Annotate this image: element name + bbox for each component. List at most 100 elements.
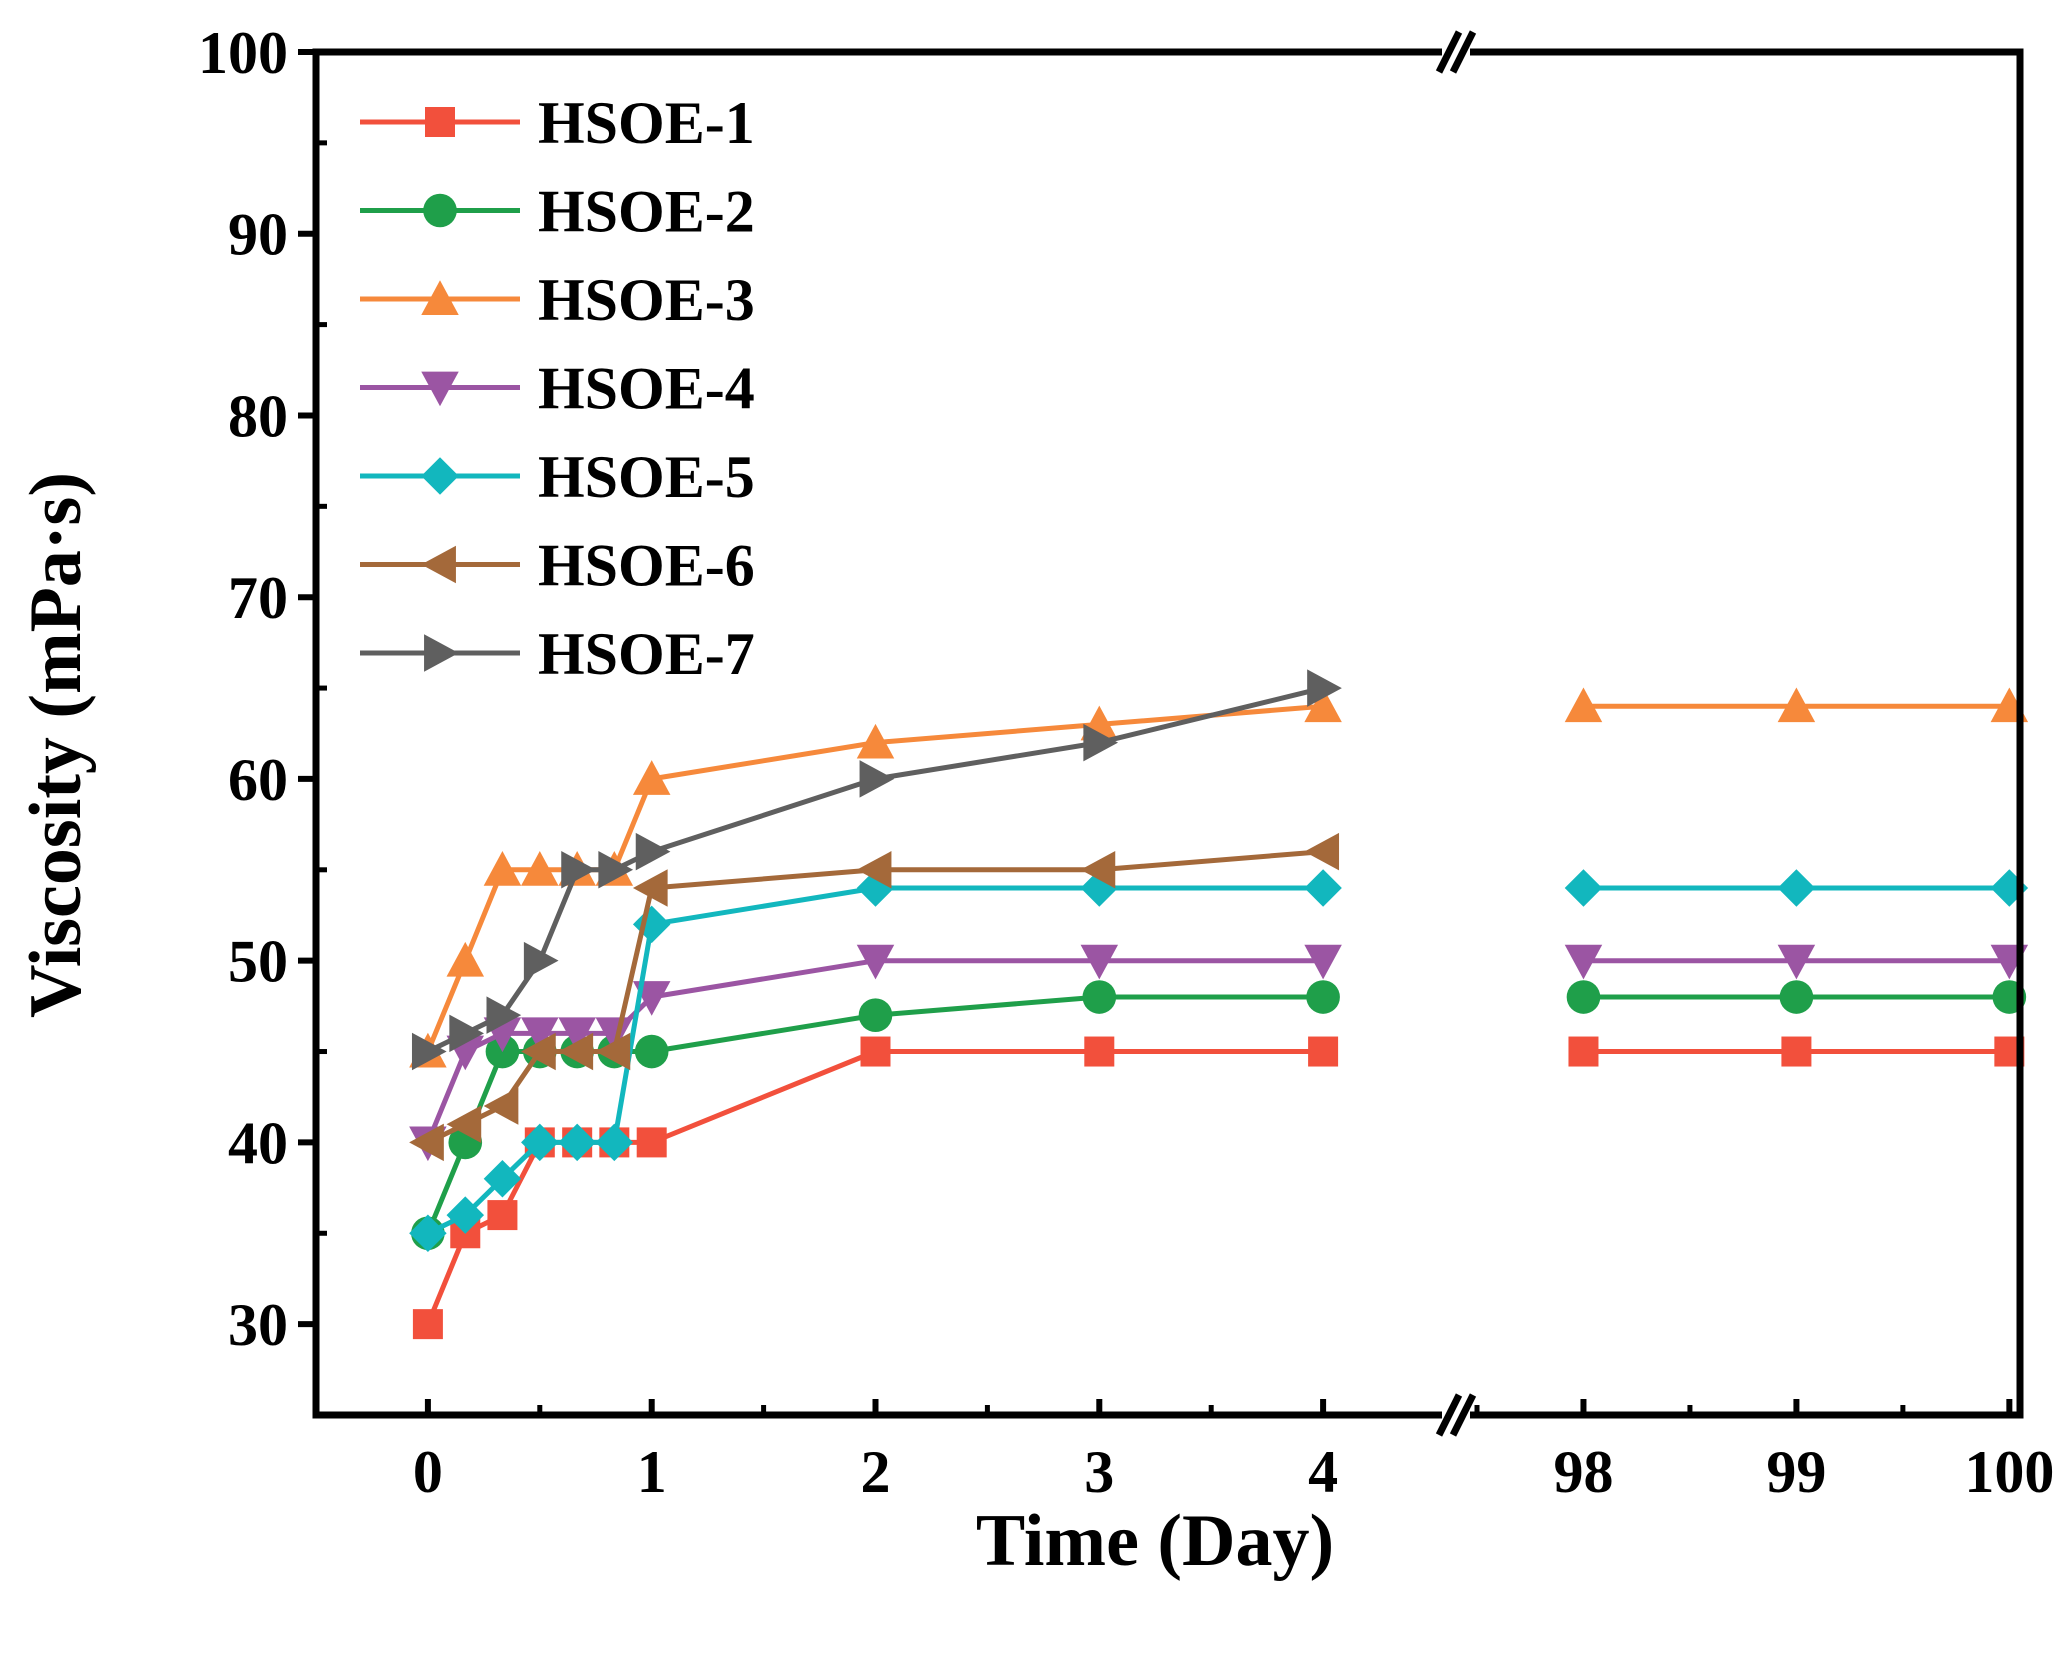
x-axis-label: Time (Day) xyxy=(976,1500,1334,1582)
legend-marker-hsoe-6 xyxy=(421,545,456,584)
y-tick-label-40: 40 xyxy=(228,1110,288,1176)
data-point-hsoe-3-7 xyxy=(856,723,895,759)
y-tick-label-60: 60 xyxy=(228,747,288,813)
legend-item-hsoe-6: HSOE-6 xyxy=(360,533,755,599)
data-point-hsoe-5-10 xyxy=(1564,869,1603,907)
legend-marker-hsoe-3 xyxy=(421,280,459,315)
data-point-hsoe-5-5 xyxy=(595,1123,634,1162)
y-tick-label-100: 100 xyxy=(198,20,288,86)
data-point-hsoe-4-9 xyxy=(1304,944,1342,980)
data-point-hsoe-4-8 xyxy=(1080,944,1119,980)
data-point-hsoe-7-9 xyxy=(1307,669,1342,707)
data-point-hsoe-5-11 xyxy=(1777,869,1816,907)
x-tick-label-98: 98 xyxy=(1553,1439,1613,1505)
data-point-hsoe-7-2 xyxy=(486,996,522,1034)
data-point-hsoe-4-4 xyxy=(558,1017,596,1053)
data-point-hsoe-2-8 xyxy=(1082,980,1117,1014)
y-tick-label-30: 30 xyxy=(228,1292,288,1358)
data-point-hsoe-2-7 xyxy=(858,998,893,1032)
data-point-hsoe-1-0 xyxy=(412,1309,443,1340)
data-point-hsoe-1-10 xyxy=(1568,1036,1599,1067)
legend-label-hsoe-4: HSOE-4 xyxy=(538,356,755,422)
data-point-hsoe-4-10 xyxy=(1564,944,1603,980)
data-point-hsoe-7-6 xyxy=(635,832,671,871)
y-tick-label-80: 80 xyxy=(228,383,288,449)
legend-item-hsoe-4: HSOE-4 xyxy=(360,356,755,422)
legend-marker-hsoe-4 xyxy=(421,371,459,407)
data-point-hsoe-3-6 xyxy=(632,760,671,795)
legend-item-hsoe-5: HSOE-5 xyxy=(360,444,755,510)
data-point-hsoe-3-2 xyxy=(483,851,522,886)
data-point-hsoe-1-2 xyxy=(487,1200,518,1231)
data-point-hsoe-1-11 xyxy=(1781,1036,1812,1067)
data-point-hsoe-7-0 xyxy=(411,1032,447,1071)
series-hsoe-2 xyxy=(411,980,2027,1251)
legend-marker-hsoe-5 xyxy=(421,457,459,495)
data-point-hsoe-4-3 xyxy=(521,1017,559,1053)
data-point-hsoe-6-1 xyxy=(446,1105,482,1143)
series-line-hsoe-1-0 xyxy=(425,1049,1324,1326)
data-point-hsoe-3-11 xyxy=(1777,687,1816,723)
series-hsoe-1 xyxy=(412,1036,2025,1340)
x-tick-label-4: 4 xyxy=(1308,1439,1338,1505)
series-hsoe-7 xyxy=(411,669,1342,1071)
axes: 30 40 50 60 70 80 90 100 0 1 2 3 4 98 99 100 xyxy=(198,20,2054,1505)
legend-marker-hsoe-2 xyxy=(423,193,457,228)
data-point-hsoe-6-8 xyxy=(1080,851,1116,889)
data-point-hsoe-7-8 xyxy=(1083,723,1119,762)
data-point-hsoe-1-8 xyxy=(1084,1036,1115,1067)
axis-break-mark-bottom-0 xyxy=(1435,1393,1463,1437)
legend-item-hsoe-1: HSOE-1 xyxy=(360,90,755,156)
data-point-hsoe-5-3 xyxy=(521,1123,559,1162)
x-tick-label-100: 100 xyxy=(1964,1439,2054,1505)
data-point-hsoe-4-5 xyxy=(595,1017,634,1053)
data-point-hsoe-6-2 xyxy=(483,1087,519,1125)
data-point-hsoe-3-3 xyxy=(521,851,559,886)
data-point-hsoe-7-3 xyxy=(523,941,559,980)
series-hsoe-5 xyxy=(409,869,2029,1253)
data-point-hsoe-6-6 xyxy=(632,869,668,907)
series-line-hsoe-4-0 xyxy=(425,958,1324,1144)
data-point-hsoe-7-7 xyxy=(859,760,895,798)
plot-area xyxy=(409,669,2029,1340)
series-hsoe-6 xyxy=(409,832,1340,1162)
data-point-hsoe-2-9 xyxy=(1306,980,1340,1014)
legend-marker-hsoe-1 xyxy=(425,107,455,137)
axis-break-mark-bottom-1 xyxy=(1449,1393,1477,1437)
data-point-hsoe-1-7 xyxy=(860,1036,891,1067)
data-point-hsoe-5-4 xyxy=(558,1123,596,1162)
data-point-hsoe-6-7 xyxy=(856,851,892,889)
legend-label-hsoe-6: HSOE-6 xyxy=(538,533,755,599)
axis-break-mark-top-1 xyxy=(1449,30,1477,74)
data-point-hsoe-2-11 xyxy=(1779,980,1814,1014)
legend-label-hsoe-2: HSOE-2 xyxy=(538,179,755,245)
data-point-hsoe-4-11 xyxy=(1777,944,1816,980)
x-tick-label-1: 1 xyxy=(637,1439,667,1505)
x-tick-label-99: 99 xyxy=(1766,1439,1826,1505)
data-point-hsoe-6-0 xyxy=(409,1123,444,1162)
data-point-hsoe-5-2 xyxy=(483,1159,522,1198)
data-point-hsoe-5-9 xyxy=(1304,869,1342,907)
x-tick-label-3: 3 xyxy=(1084,1439,1114,1505)
data-point-hsoe-7-1 xyxy=(449,1014,485,1053)
data-point-hsoe-1-6 xyxy=(636,1127,667,1158)
y-tick-label-50: 50 xyxy=(228,929,288,995)
data-point-hsoe-2-10 xyxy=(1566,980,1601,1014)
x-tick-label-0: 0 xyxy=(413,1439,443,1505)
legend: HSOE-1 HSOE-2 HSOE-3 HSOE-4 HSOE-5 HSOE-6 HSOE… xyxy=(360,90,755,687)
x-tick-label-2: 2 xyxy=(861,1439,891,1505)
legend-label-hsoe-3: HSOE-3 xyxy=(538,267,755,333)
data-point-hsoe-5-0 xyxy=(409,1214,447,1253)
data-point-hsoe-1-9 xyxy=(1308,1036,1339,1067)
data-point-hsoe-6-4 xyxy=(558,1032,594,1071)
data-point-hsoe-6-5 xyxy=(595,1032,631,1071)
data-point-hsoe-6-3 xyxy=(521,1032,556,1071)
data-point-hsoe-7-5 xyxy=(598,851,634,889)
legend-label-hsoe-5: HSOE-5 xyxy=(538,444,755,510)
legend-item-hsoe-7: HSOE-7 xyxy=(360,621,755,687)
data-point-hsoe-5-1 xyxy=(446,1196,485,1234)
y-tick-label-70: 70 xyxy=(228,565,288,631)
data-point-hsoe-2-6 xyxy=(634,1034,669,1069)
